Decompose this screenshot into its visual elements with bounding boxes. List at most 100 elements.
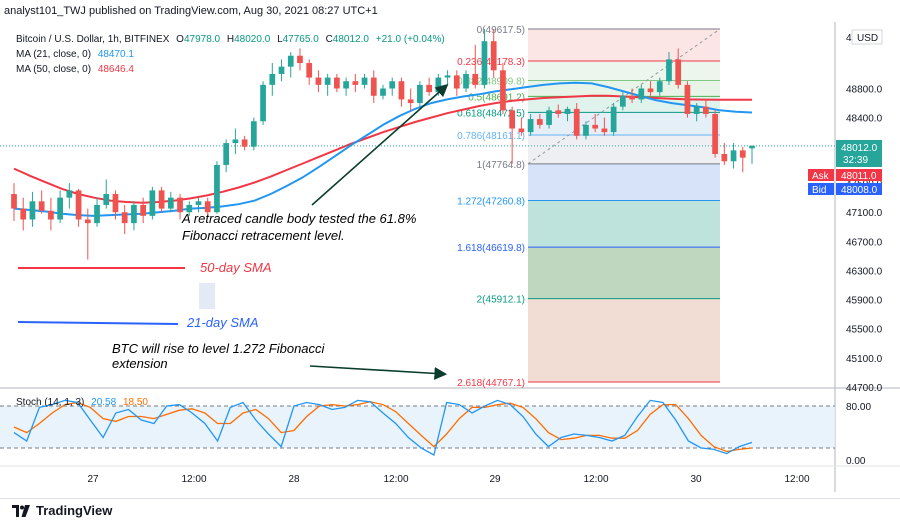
candle-body (426, 84, 432, 93)
candle-body (675, 59, 682, 85)
candle-body (140, 204, 147, 216)
fib-level-label: 2.618(44767.1) (457, 378, 525, 389)
fib-level-label: 0(49617.5) (477, 25, 525, 36)
stoch-legend: Stoch (14, 1, 3) 20.58 18.50 (16, 397, 148, 408)
fib-level-label: 0.382(48909.8) (457, 77, 525, 88)
candle-body (527, 119, 534, 133)
candle-body (167, 197, 174, 209)
target-arrow (309, 365, 448, 380)
fib-zone (528, 112, 720, 135)
target-annotation-line2: extension (112, 356, 168, 371)
candle-body (186, 204, 193, 213)
time-tick-label: 12:00 (784, 474, 809, 485)
tradingview-logo-icon (12, 505, 30, 517)
fib-level-label: 1.618(46619.8) (457, 243, 525, 254)
candle-body (297, 55, 303, 64)
svg-text:MA (21, close, 0) 48470.: MA (21, close, 0) 48470.1 (16, 49, 134, 60)
price-chart[interactable]: 0(49617.5)0.236(49178.3)0.382(48909.8)0.… (0, 0, 900, 498)
time-tick-label: 29 (489, 474, 501, 485)
candle-body (573, 108, 580, 136)
candle-body (684, 84, 691, 114)
candle-body (730, 150, 737, 162)
stoch-tick-label: 80.00 (846, 402, 871, 413)
price-tick-label: 45900.0 (846, 296, 883, 307)
candle-body (306, 63, 313, 78)
candle-body (48, 210, 54, 220)
close-value: 48012.0 (333, 34, 370, 45)
svg-text:MA (50, close, 0) 48646.: MA (50, close, 0) 48646.4 (16, 64, 134, 75)
candle-body (149, 190, 156, 216)
candle-body (619, 95, 626, 107)
candle-body (20, 208, 27, 220)
candle-body (177, 197, 183, 213)
symbol-legend[interactable]: Bitcoin / U.S. Dollar, 1h, BITFINEX O479… (16, 34, 445, 75)
moving-averages (0, 81, 835, 217)
candle-body (490, 41, 497, 71)
fib-level-label: 0.786(48161.1) (457, 131, 525, 142)
price-tick-label: 46700.0 (846, 237, 883, 248)
price-axis[interactable]: 48800.048400.047500.047100.046700.046300… (846, 33, 883, 394)
time-tick-label: 12:00 (583, 474, 608, 485)
candle-body (204, 201, 211, 213)
candle-body (546, 110, 552, 125)
low-label: L (277, 34, 283, 45)
fib-level-label: 0.5(48691.2) (468, 92, 525, 103)
ma50-label: MA (50, close, 0) (16, 64, 91, 75)
candle-body (370, 77, 377, 96)
ask-label: Ask (812, 171, 830, 182)
stochastic-pane: 80.00 0.00 (0, 399, 871, 467)
candle-body (721, 153, 728, 162)
fib-zone (528, 298, 720, 382)
sma21-annotation: 21-day SMA (186, 315, 259, 330)
last-price-value: 48012.0 (841, 143, 878, 154)
candle-body (666, 59, 672, 82)
bid-label: Bid (812, 185, 826, 196)
candle-body (647, 88, 654, 93)
candle-body (66, 190, 73, 198)
candle-body (38, 201, 45, 211)
candle-body (232, 139, 239, 144)
fibonacci-tool[interactable]: 0(49617.5)0.236(49178.3)0.382(48909.8)0.… (457, 25, 721, 389)
candle-body (444, 75, 451, 78)
sma50-annotation: 50-day SMA (200, 260, 272, 275)
candle-body (11, 194, 17, 209)
fib-zone (528, 29, 720, 61)
candle-body (343, 81, 349, 89)
currency-label: USD (857, 33, 878, 44)
candle-body (195, 201, 202, 205)
candle-body (481, 41, 488, 85)
time-axis[interactable]: 27 12:00 28 12:00 29 12:00 30 12:00 (87, 474, 810, 485)
candle-body (29, 201, 36, 220)
price-tick-label: 46300.0 (846, 266, 883, 277)
candle-body (334, 77, 340, 89)
stoch-d-value: 18.50 (123, 397, 148, 408)
ma21-value: 48470.1 (98, 49, 135, 60)
fib-level-label: 2(45912.1) (477, 295, 525, 306)
footer: TradingView (0, 498, 900, 526)
currency-tag[interactable]: USD (851, 29, 883, 45)
candle-body (287, 55, 294, 67)
time-tick-label: 30 (690, 474, 702, 485)
candle-body (693, 106, 700, 114)
change-value: +21.0 (+0.04%) (376, 34, 445, 45)
candle-body (592, 124, 599, 129)
ask-value: 48011.0 (841, 171, 877, 182)
price-tick-label: 48800.0 (846, 84, 883, 95)
price-tick-label: 48400.0 (846, 114, 883, 125)
candle-body (131, 204, 137, 224)
stoch-k-line (13, 399, 753, 456)
time-tick-label: 12:00 (181, 474, 206, 485)
ma21-line (13, 81, 753, 217)
candle-body (278, 66, 285, 74)
time-tick-label: 27 (87, 474, 99, 485)
candle-body (656, 81, 663, 93)
candle-body (629, 95, 635, 100)
candle-body (472, 73, 479, 85)
stoch-label: Stoch (14, 1, 3) (16, 397, 84, 408)
ma21-label: MA (21, close, 0) (16, 49, 91, 60)
candle-body (536, 119, 543, 125)
retrace-annotation-line1: A retraced candle body tested the 61.8% (181, 211, 416, 226)
candle-body (361, 77, 368, 85)
stoch-band (0, 406, 835, 448)
stoch-k-value: 20.58 (91, 397, 116, 408)
